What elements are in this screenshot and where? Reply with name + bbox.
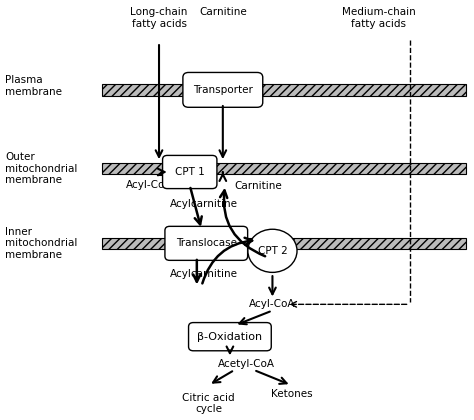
Circle shape <box>248 229 297 273</box>
Text: Outer
mitochondrial
membrane: Outer mitochondrial membrane <box>5 152 78 185</box>
Text: Plasma
membrane: Plasma membrane <box>5 75 63 97</box>
FancyBboxPatch shape <box>183 73 263 107</box>
Bar <box>102 84 466 96</box>
Text: Medium-chain
fatty acids: Medium-chain fatty acids <box>342 7 416 29</box>
Text: Citric acid
cycle: Citric acid cycle <box>182 393 235 414</box>
Text: Ketones: Ketones <box>271 388 312 399</box>
Bar <box>102 163 466 174</box>
Text: Long-chain
fatty acids: Long-chain fatty acids <box>130 7 188 29</box>
Text: Carnitine: Carnitine <box>235 181 283 191</box>
Text: Carnitine: Carnitine <box>199 7 246 17</box>
Text: Acetyl-CoA: Acetyl-CoA <box>218 359 275 369</box>
Text: β-Oxidation: β-Oxidation <box>197 332 263 342</box>
Bar <box>102 238 466 249</box>
FancyBboxPatch shape <box>163 155 217 189</box>
Text: Acyl-CoA: Acyl-CoA <box>249 299 296 309</box>
Text: Acyl-CoA: Acyl-CoA <box>126 180 173 190</box>
Text: CPT 1: CPT 1 <box>175 167 205 177</box>
Text: CPT 2: CPT 2 <box>257 246 287 256</box>
Text: Translocase: Translocase <box>176 239 237 248</box>
Text: Inner
mitochondrial
membrane: Inner mitochondrial membrane <box>5 227 78 260</box>
Text: Transporter: Transporter <box>193 85 253 95</box>
FancyBboxPatch shape <box>189 323 271 351</box>
FancyBboxPatch shape <box>165 226 247 260</box>
Text: Acylcarnitine: Acylcarnitine <box>170 269 238 278</box>
Text: Acylcarnitine: Acylcarnitine <box>170 199 238 209</box>
